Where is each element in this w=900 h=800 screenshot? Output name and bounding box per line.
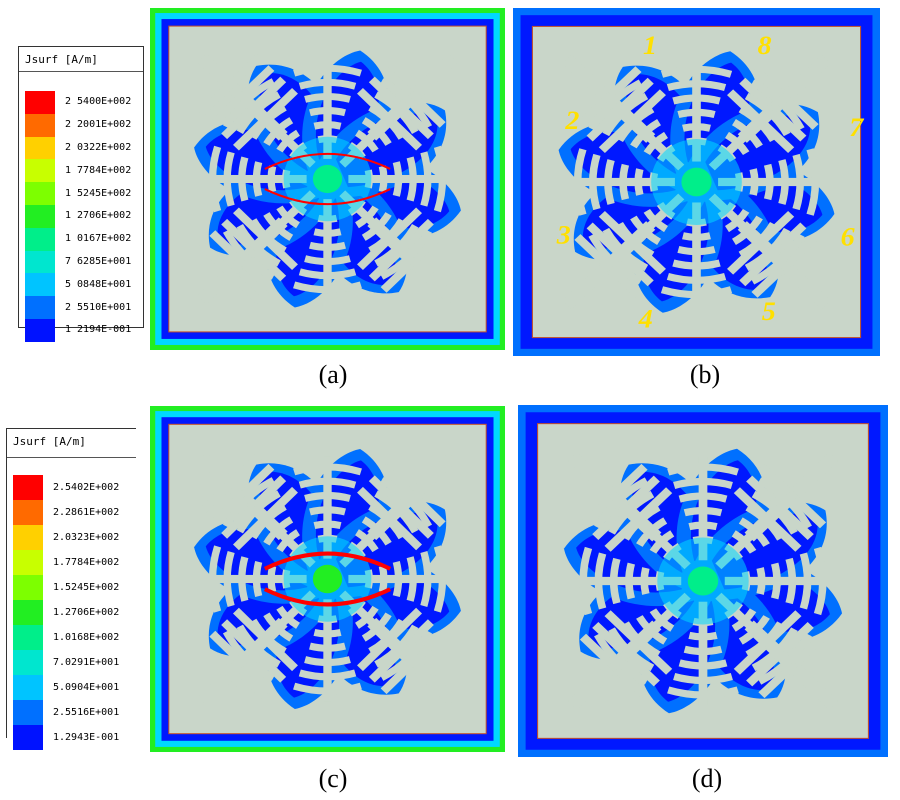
legend-swatch xyxy=(25,136,55,160)
radial-spoke xyxy=(339,590,433,681)
legend-label: 5.0904E+001 xyxy=(53,681,120,693)
legend-swatch xyxy=(25,227,55,251)
legend-swatch xyxy=(25,182,55,205)
radial-spoke xyxy=(594,592,691,685)
legend-swatch xyxy=(25,319,55,342)
petal-number: 5 xyxy=(762,297,776,326)
legend-bottom-title: Jsurf [A/m] xyxy=(13,435,86,448)
legend-swatch xyxy=(13,725,43,750)
legend-label: 1.2943E-001 xyxy=(53,731,120,743)
legend-label: 2.5516E+001 xyxy=(53,706,120,718)
legend-top: Jsurf [A/m] 2 5400E+002 2 2001E+002 2 0322… xyxy=(18,46,144,342)
legend-label: 1.5245E+002 xyxy=(53,581,120,593)
radial-spoke xyxy=(222,477,316,568)
legend-swatch xyxy=(13,675,43,700)
radial-spoke xyxy=(660,202,733,305)
center-hotspot xyxy=(312,164,343,194)
legend-top-title: Jsurf [A/m] xyxy=(25,53,98,66)
legend-label: 1.0168E+002 xyxy=(53,631,120,643)
legend-swatch xyxy=(25,113,55,137)
petal-number: 6 xyxy=(841,222,855,251)
legend-top-rule xyxy=(19,71,143,72)
edge-field xyxy=(513,8,880,356)
legend-label: 2 2001E+002 xyxy=(65,119,132,131)
hot-current xyxy=(263,551,392,607)
legend-swatch xyxy=(13,525,43,550)
legend-label: 2.2861E+002 xyxy=(53,506,120,518)
legend-label: 1 2194E-001 xyxy=(65,324,132,336)
legend-label: 2 0322E+002 xyxy=(65,142,132,153)
legend-swatch xyxy=(13,575,43,600)
center-hotspot xyxy=(312,564,343,594)
panel-c xyxy=(150,406,505,752)
legend-label: 1 2706E+002 xyxy=(65,210,132,222)
legend-label: 1.2706E+002 xyxy=(53,606,120,618)
petal-number: 8 xyxy=(757,31,771,60)
radial-spoke xyxy=(222,190,316,280)
legend-swatch xyxy=(13,700,43,725)
legend-label: 2.5402E+002 xyxy=(53,481,120,493)
legend-swatch xyxy=(13,475,43,500)
panel-d xyxy=(518,405,888,757)
legend-label: 7 6285E+001 xyxy=(65,256,132,267)
legend-swatch xyxy=(25,273,55,297)
petal-number: 3 xyxy=(556,220,571,249)
legend-label: 2.0323E+002 xyxy=(53,531,120,543)
petal-number: 7 xyxy=(849,113,864,142)
caption-a: (a) xyxy=(318,360,348,389)
legend-swatch xyxy=(13,650,43,675)
legend-bottom: Jsurf [A/m] 2.5402E+002 2.2861E+002 2.0323… xyxy=(6,428,136,750)
edge-field xyxy=(155,13,500,345)
radial-spoke xyxy=(293,599,362,702)
edge-field xyxy=(155,411,500,747)
edge-field xyxy=(150,8,505,350)
legend-label: 1 0167E+002 xyxy=(65,233,132,245)
panel-b: 1 2 3 4 5 6 7 8 xyxy=(513,8,880,356)
caption-c: (c) xyxy=(318,764,348,793)
radial-spoke xyxy=(594,477,691,570)
radial-spoke xyxy=(339,190,433,280)
current-map-c xyxy=(150,406,505,752)
current-map-d xyxy=(518,405,888,757)
current-map-a xyxy=(150,8,505,350)
radial-spoke xyxy=(222,590,316,681)
legend-swatch xyxy=(13,600,43,625)
legend-label: 7.0291E+001 xyxy=(53,656,120,668)
radial-spoke xyxy=(708,193,805,285)
panel-a xyxy=(150,8,505,350)
petal-number: 4 xyxy=(638,304,653,333)
center-hotspot xyxy=(687,566,719,596)
center-hotspot xyxy=(681,167,712,197)
legend-swatch xyxy=(25,205,55,228)
legend-swatch xyxy=(25,159,55,183)
legend-label: 2 5510E+001 xyxy=(65,301,132,313)
legend-label: 1 5245E+002 xyxy=(65,187,132,199)
legend-swatch xyxy=(13,625,43,650)
legend-label: 5 0848E+001 xyxy=(65,278,132,290)
legend-label: 1.7784E+002 xyxy=(53,556,120,568)
current-map-b: 1 2 3 4 5 6 7 8 xyxy=(513,8,880,356)
caption-b: (b) xyxy=(689,360,721,389)
legend-swatch xyxy=(25,250,55,274)
legend-swatch xyxy=(13,500,43,525)
radial-spoke xyxy=(667,601,739,706)
legend-swatch xyxy=(13,550,43,575)
legend-bottom-rule xyxy=(7,457,136,458)
caption-d: (d) xyxy=(691,764,723,793)
legend-label: 2 5400E+002 xyxy=(65,96,132,108)
petal-number: 2 xyxy=(564,105,579,134)
hot-current xyxy=(264,152,391,206)
edge-field xyxy=(150,406,505,752)
edge-field xyxy=(518,405,888,757)
petal-number: 1 xyxy=(643,31,657,60)
radial-spoke xyxy=(572,546,682,616)
legend-label: 1 7784E+002 xyxy=(65,164,132,176)
radial-spoke xyxy=(202,145,307,213)
legend-swatch xyxy=(25,296,55,319)
legend-swatch xyxy=(25,91,55,114)
